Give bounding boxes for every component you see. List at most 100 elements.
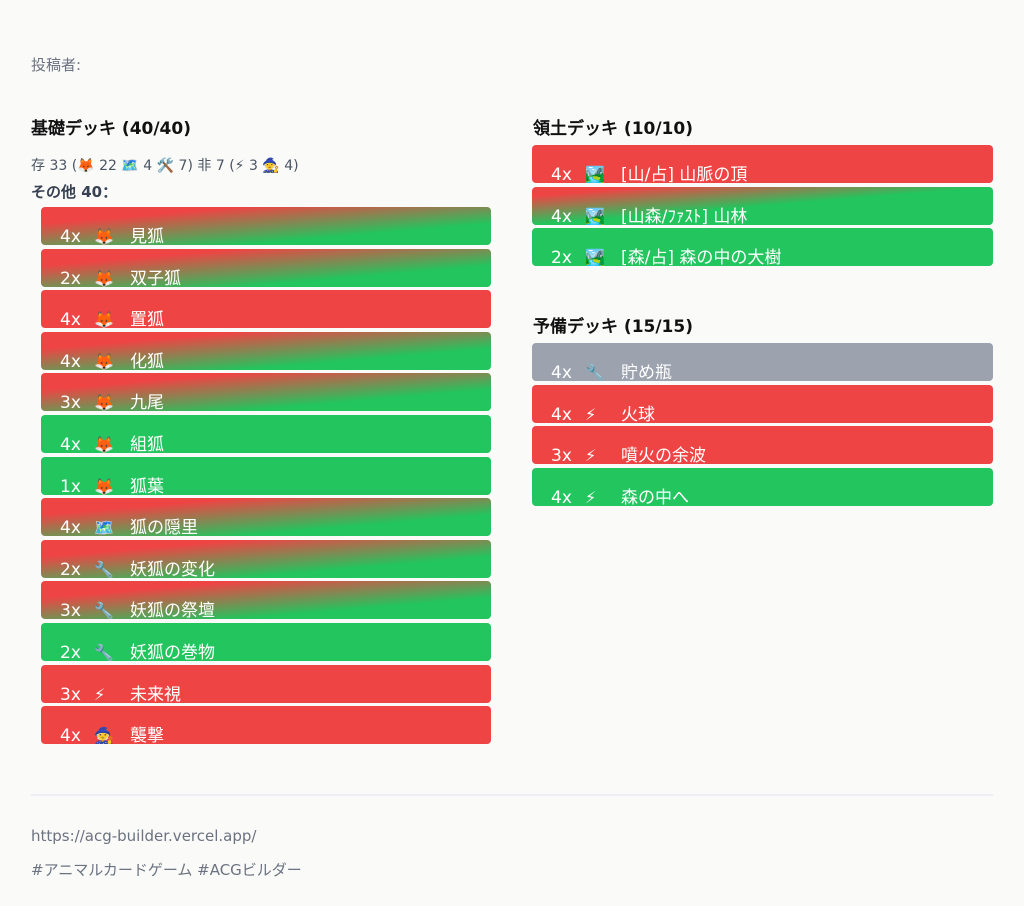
other-count-label: その他 40： [31, 183, 118, 201]
card-name: 九尾 [130, 393, 164, 412]
main-deck-summary: 存 33 (🦊 22 🗺️ 4 🛠️ 7) 非 7 (⚡ 3 🧙 4) [31, 156, 299, 176]
map-count: 4 [143, 158, 153, 174]
card-row[interactable]: 4x ⚡ 火球 [532, 384, 993, 423]
tools-icon: 🛠️ [156, 158, 175, 174]
card-row[interactable]: 1x 🦊 狐葉 [41, 456, 491, 495]
card-name: 妖狐の祭壇 [130, 601, 215, 620]
card-name: 妖狐の巻物 [130, 642, 215, 661]
footer-url-link[interactable]: https://acg-builder.vercel.app/ [31, 827, 257, 845]
card-name: 未来視 [130, 684, 181, 703]
territory-deck-title: 領土デッキ (10/10) [533, 119, 693, 139]
noncreature-count: 7 [215, 158, 225, 174]
card-quantity: 4x [60, 518, 81, 537]
card-name: [山森/ﾌｧｽﾄ] 山林 [621, 206, 748, 225]
card-quantity: 4x [551, 165, 572, 183]
main-deck-title: 基礎デッキ (40/40) [31, 119, 191, 139]
card-row-content: 3x 🦊 九尾 [60, 392, 164, 411]
card-row[interactable]: 2x 🦊 双子狐 [41, 248, 491, 287]
card-quantity: 4x [60, 351, 81, 370]
fox-icon: 🦊 [94, 227, 114, 245]
lightning-icon: ⚡ [234, 158, 245, 174]
card-row-content: 2x 🔧 妖狐の巻物 [60, 642, 215, 661]
card-row-content: 4x 🔧 貯め瓶 [551, 362, 672, 381]
card-name: 火球 [621, 404, 655, 423]
card-quantity: 4x [551, 487, 572, 506]
card-name: 森の中へ [621, 487, 689, 506]
card-row[interactable]: 4x 🦊 置狐 [41, 290, 491, 329]
card-name: 組狐 [130, 434, 164, 453]
card-row[interactable]: 4x 🦊 化狐 [41, 331, 491, 370]
paren-close: ) [293, 158, 299, 174]
fox-icon: 🦊 [94, 393, 114, 412]
card-name: 襲撃 [130, 726, 164, 745]
card-quantity: 3x [60, 601, 81, 620]
card-row-content: 2x 🔧 妖狐の変化 [60, 559, 215, 578]
card-row[interactable]: 3x ⚡ 噴火の余波 [532, 426, 993, 465]
lightning-count: 3 [248, 158, 258, 174]
fox-count: 22 [99, 158, 117, 174]
card-row[interactable]: 4x 🦊 見狐 [41, 207, 491, 245]
wrench-icon: 🔧 [94, 642, 114, 661]
card-row[interactable]: 4x 🔧 貯め瓶 [532, 343, 993, 381]
wrench-icon: 🔧 [585, 363, 605, 381]
card-name: 双子狐 [130, 268, 181, 287]
card-quantity: 2x [60, 268, 81, 287]
card-row-content: 4x 🦊 見狐 [60, 226, 164, 245]
card-name: 狐の隠里 [130, 518, 198, 537]
lightning-icon: ⚡ [585, 487, 597, 506]
card-row[interactable]: 3x ⚡ 未来視 [41, 664, 491, 703]
card-row[interactable]: 2x 🔧 妖狐の巻物 [41, 622, 491, 661]
card-name: [山/占] 山脈の頂 [621, 165, 748, 183]
card-row[interactable]: 4x 🏞️ [山/占] 山脈の頂 [532, 145, 993, 183]
card-row[interactable]: 2x 🏞️ [森/占] 森の中の大樹 [532, 228, 993, 267]
territory-deck-card-list: 4x 🏞️ [山/占] 山脈の頂 4x 🏞️ [山森/ﾌｧｽﾄ] 山林 2x 🏞️ [森/占] … [532, 145, 993, 270]
card-row[interactable]: 3x 🔧 妖狐の祭壇 [41, 581, 491, 620]
fox-icon: 🦊 [94, 351, 114, 370]
card-quantity: 4x [60, 434, 81, 453]
card-quantity: 2x [551, 248, 572, 267]
mage-icon: 🧙 [262, 158, 280, 174]
card-row[interactable]: 2x 🔧 妖狐の変化 [41, 539, 491, 578]
card-quantity: 4x [551, 404, 572, 423]
lightning-icon: ⚡ [585, 404, 597, 423]
map-icon: 🗺️ [121, 158, 139, 174]
paren-open: ( [71, 158, 78, 174]
card-quantity: 3x [60, 684, 81, 703]
card-row-content: 4x 🧙 襲撃 [60, 725, 164, 744]
card-row[interactable]: 3x 🦊 九尾 [41, 373, 491, 412]
wrench-icon: 🔧 [94, 559, 114, 578]
card-quantity: 3x [60, 393, 81, 412]
card-quantity: 2x [60, 559, 81, 578]
fox-icon: 🦊 [94, 268, 114, 287]
card-name: [森/占] 森の中の大樹 [621, 248, 782, 267]
card-quantity: 4x [60, 227, 81, 245]
lightning-icon: ⚡ [94, 684, 106, 703]
landscape-icon: 🏞️ [585, 248, 605, 267]
card-row-content: 1x 🦊 狐葉 [60, 476, 164, 495]
card-row-content: 3x ⚡ 未来視 [60, 684, 181, 703]
card-quantity: 4x [60, 310, 81, 329]
card-name: 狐葉 [130, 476, 164, 495]
creature-count: 33 [49, 158, 68, 174]
card-quantity: 1x [60, 476, 81, 495]
card-name: 置狐 [130, 310, 164, 329]
main-deck-card-list: 4x 🦊 見狐 2x 🦊 双子狐 4x 🦊 置狐 4x 🦊 化狐 3x 🦊 九尾 4x 🦊 組狐 1x 🦊 狐葉 4x 🗺️… [41, 207, 491, 748]
card-row[interactable]: 4x 🏞️ [山森/ﾌｧｽﾄ] 山林 [532, 186, 993, 225]
map-icon: 🗺️ [94, 518, 114, 537]
fox-icon: 🦊 [94, 310, 114, 329]
card-row[interactable]: 4x 🦊 組狐 [41, 414, 491, 453]
card-row-content: 4x 🏞️ [山森/ﾌｧｽﾄ] 山林 [551, 206, 747, 225]
card-quantity: 4x [551, 206, 572, 225]
card-row-content: 4x 🗺️ 狐の隠里 [60, 517, 198, 536]
paren-open: ( [229, 158, 235, 174]
card-row-content: 4x 🦊 置狐 [60, 309, 164, 328]
card-name: 妖狐の変化 [130, 559, 215, 578]
reserve-deck-card-list: 4x 🔧 貯め瓶 4x ⚡ 火球 3x ⚡ 噴火の余波 4x ⚡ 森の中へ [532, 343, 993, 509]
footer-hashtags: #アニマルカードゲーム #ACGビルダー [31, 861, 302, 879]
card-row[interactable]: 4x ⚡ 森の中へ [532, 467, 993, 506]
card-row-content: 4x ⚡ 森の中へ [551, 487, 689, 506]
card-row[interactable]: 4x 🗺️ 狐の隠里 [41, 498, 491, 537]
card-row[interactable]: 4x 🧙 襲撃 [41, 706, 491, 745]
footer-divider [31, 794, 993, 796]
noncreature-label: 非 [197, 158, 212, 174]
